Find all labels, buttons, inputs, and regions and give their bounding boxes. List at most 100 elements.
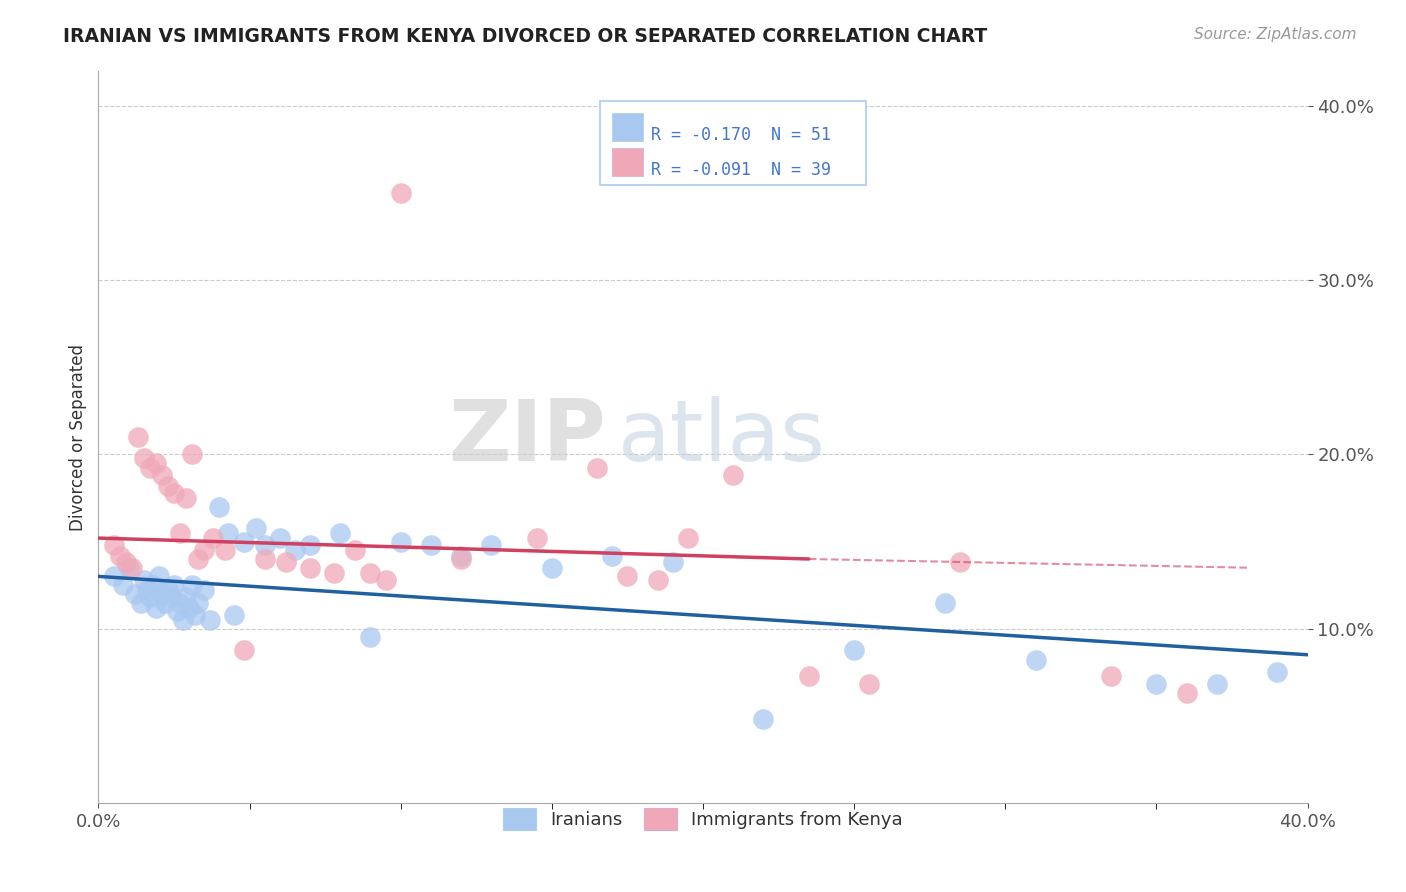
- Point: [166, 604, 188, 618]
- Point: [360, 566, 382, 580]
- Point: [156, 479, 179, 493]
- Point: [224, 607, 246, 622]
- Point: [1144, 677, 1167, 691]
- Point: [132, 573, 155, 587]
- Point: [797, 668, 820, 682]
- Point: [389, 186, 412, 201]
- Point: [420, 538, 443, 552]
- Point: [647, 573, 669, 587]
- Point: [949, 556, 972, 570]
- Text: ZIP: ZIP: [449, 395, 606, 479]
- Point: [540, 560, 562, 574]
- Point: [481, 538, 503, 552]
- Point: [200, 613, 222, 627]
- Point: [172, 613, 194, 627]
- Point: [858, 677, 880, 691]
- Point: [1267, 665, 1289, 680]
- Point: [145, 600, 167, 615]
- Point: [274, 556, 297, 570]
- Point: [127, 430, 149, 444]
- Point: [586, 461, 609, 475]
- Point: [217, 525, 239, 540]
- Point: [184, 607, 207, 622]
- Point: [193, 543, 215, 558]
- Point: [232, 642, 254, 657]
- Point: [187, 552, 209, 566]
- Point: [616, 569, 638, 583]
- Point: [142, 578, 165, 592]
- Point: [284, 543, 307, 558]
- Point: [1175, 686, 1198, 700]
- Point: [389, 534, 412, 549]
- Point: [174, 591, 197, 605]
- Point: [844, 642, 866, 657]
- Point: [214, 543, 236, 558]
- Point: [139, 461, 162, 475]
- Point: [156, 583, 179, 598]
- Point: [299, 538, 322, 552]
- Point: [450, 549, 472, 563]
- Y-axis label: Divorced or Separated: Divorced or Separated: [69, 343, 87, 531]
- Point: [360, 631, 382, 645]
- Point: [160, 591, 183, 605]
- Point: [114, 556, 136, 570]
- Point: [934, 595, 956, 609]
- Point: [179, 600, 201, 615]
- Legend: Iranians, Immigrants from Kenya: Iranians, Immigrants from Kenya: [496, 801, 910, 838]
- Text: atlas: atlas: [619, 395, 827, 479]
- Text: Source: ZipAtlas.com: Source: ZipAtlas.com: [1194, 27, 1357, 42]
- Point: [752, 712, 775, 726]
- Point: [108, 549, 131, 563]
- Point: [181, 578, 204, 592]
- FancyBboxPatch shape: [613, 113, 643, 141]
- Point: [150, 468, 173, 483]
- Point: [174, 491, 197, 505]
- Point: [135, 583, 157, 598]
- Point: [374, 573, 396, 587]
- Point: [1099, 668, 1122, 682]
- Point: [181, 448, 204, 462]
- Point: [723, 468, 745, 483]
- Point: [187, 595, 209, 609]
- Point: [153, 595, 176, 609]
- Point: [1024, 653, 1046, 667]
- Point: [139, 591, 162, 605]
- Point: [344, 543, 367, 558]
- Point: [245, 521, 267, 535]
- Point: [299, 560, 322, 574]
- Point: [124, 587, 146, 601]
- Point: [103, 538, 125, 552]
- Point: [253, 538, 276, 552]
- Point: [661, 556, 683, 570]
- Text: IRANIAN VS IMMIGRANTS FROM KENYA DIVORCED OR SEPARATED CORRELATION CHART: IRANIAN VS IMMIGRANTS FROM KENYA DIVORCE…: [63, 27, 987, 45]
- Point: [148, 569, 170, 583]
- FancyBboxPatch shape: [600, 101, 866, 185]
- Point: [526, 531, 548, 545]
- Point: [111, 578, 134, 592]
- Point: [1206, 677, 1229, 691]
- Point: [121, 560, 143, 574]
- Point: [232, 534, 254, 549]
- Point: [103, 569, 125, 583]
- Point: [602, 549, 624, 563]
- Point: [329, 525, 352, 540]
- Point: [193, 583, 215, 598]
- Point: [118, 560, 141, 574]
- Point: [169, 595, 191, 609]
- FancyBboxPatch shape: [613, 148, 643, 176]
- Point: [269, 531, 291, 545]
- Point: [676, 531, 699, 545]
- Point: [132, 450, 155, 465]
- Point: [163, 485, 186, 500]
- Point: [150, 587, 173, 601]
- Point: [202, 531, 225, 545]
- Point: [253, 552, 276, 566]
- Text: R = -0.091  N = 39: R = -0.091 N = 39: [651, 161, 831, 179]
- Text: R = -0.170  N = 51: R = -0.170 N = 51: [651, 126, 831, 144]
- Point: [450, 552, 472, 566]
- Point: [129, 595, 152, 609]
- Point: [323, 566, 346, 580]
- Point: [145, 456, 167, 470]
- Point: [163, 578, 186, 592]
- Point: [169, 525, 191, 540]
